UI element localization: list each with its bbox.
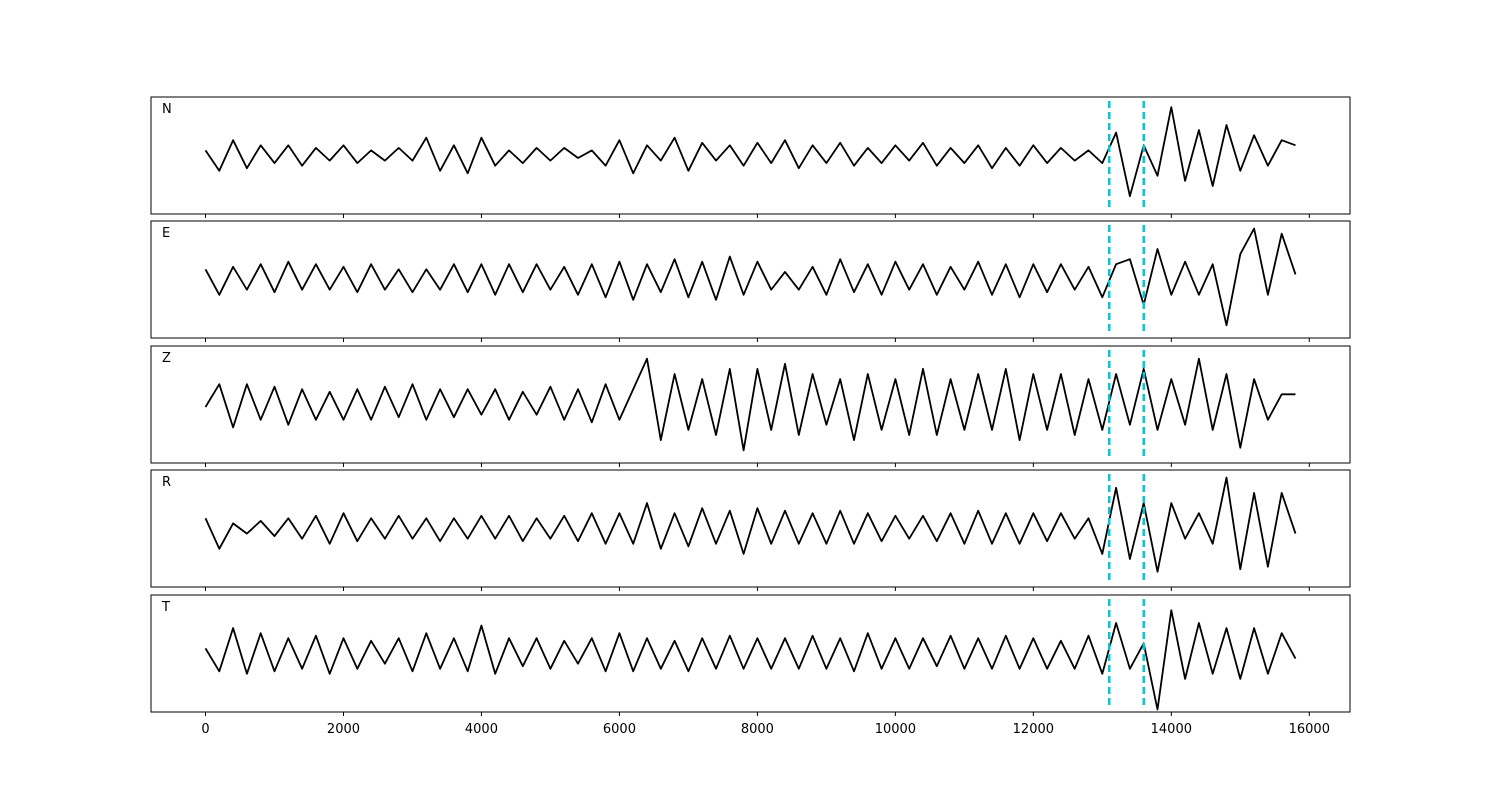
x-tick-label: 12000	[1013, 722, 1054, 737]
panel-frame	[150, 96, 1351, 215]
panel-label: N	[162, 102, 172, 117]
panel-label: R	[162, 475, 171, 490]
x-tick-label: 4000	[465, 722, 498, 737]
x-tick-label: 10000	[875, 722, 916, 737]
panel-frame	[150, 345, 1351, 464]
panel-label: T	[161, 600, 170, 615]
trace	[204, 106, 1296, 198]
x-tick-label: 16000	[1289, 722, 1330, 737]
panel-frame	[150, 220, 1351, 339]
panel-label: Z	[162, 351, 171, 366]
x-tick-label: 6000	[603, 722, 636, 737]
x-tick-label: 2000	[327, 722, 360, 737]
panel-label: E	[162, 226, 170, 241]
trace	[204, 476, 1297, 573]
trace	[204, 227, 1297, 327]
trace	[204, 609, 1297, 711]
x-tick-label: 0	[201, 722, 209, 737]
trace	[204, 357, 1296, 452]
x-tick-label: 14000	[1151, 722, 1192, 737]
panel-frame	[150, 594, 1351, 713]
x-tick-label: 8000	[741, 722, 774, 737]
panel-frame	[150, 469, 1351, 588]
